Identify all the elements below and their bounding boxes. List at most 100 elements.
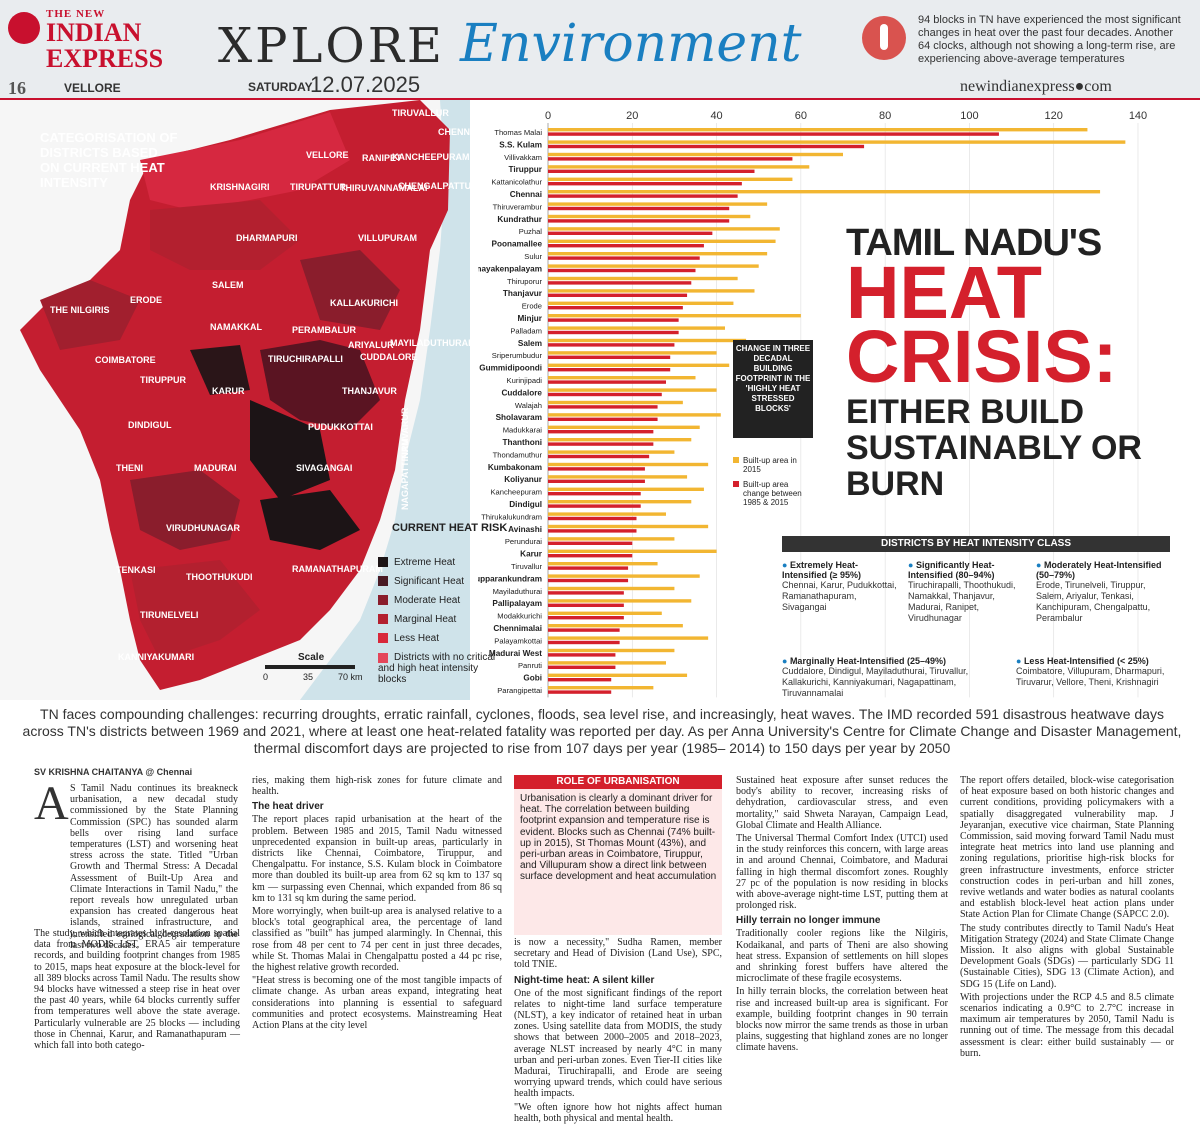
district-label-sivagangai: SIVAGANGAI: [296, 463, 353, 473]
district-label-tiruvallur: TIRUVALLUR: [392, 108, 449, 118]
col4-para-3: Traditionally cooler regions like the Ni…: [736, 928, 948, 985]
category-label-40: Chennimalai: [493, 624, 542, 633]
bar-change-28: [548, 479, 645, 483]
bar-change-33: [548, 541, 633, 545]
class-marginal-heading: ● Marginally Heat-Intensified (25–49%): [782, 656, 946, 666]
category-label-3: Tiruppur: [508, 165, 542, 174]
scale-title: Scale: [298, 652, 325, 663]
bar-change-7: [548, 219, 730, 223]
bar-2015-23: [548, 413, 721, 417]
logo-line-1: INDIAN: [46, 18, 142, 47]
bar-2015-32: [548, 524, 709, 529]
category-label-1: S.S. Kulam: [499, 140, 542, 149]
category-label-0: Thomas Malai: [494, 128, 542, 137]
district-label-tirupattur: TIRUPATTUR: [290, 182, 347, 192]
bar-2015-44: [548, 673, 688, 677]
legend-label-3: Marginal Heat: [394, 614, 457, 625]
bar-change-38: [548, 603, 624, 607]
bar-2015-24: [548, 425, 700, 429]
article-column-2: ries, making them high-risk zones for fu…: [252, 775, 502, 1033]
bar-change-15: [548, 318, 679, 322]
scale-bar: [265, 665, 355, 669]
intro-paragraph: TN faces compounding challenges: recurri…: [22, 706, 1182, 756]
category-label-42: Madurai West: [489, 649, 542, 658]
bar-change-14: [548, 306, 683, 310]
col5-para-3: With projections under the RCP 4.5 and 8…: [960, 991, 1174, 1059]
col3-heading: Night-time heat: A silent killer: [514, 974, 655, 986]
bar-2015-14: [548, 301, 734, 305]
category-label-44: Gobi: [523, 674, 542, 683]
bar-2015-29: [548, 487, 704, 491]
bar-change-9: [548, 244, 704, 248]
bar-change-40: [548, 628, 620, 632]
district-label-tiruchirapalli: TIRUCHIRAPALLI: [268, 354, 343, 364]
bar-change-31: [548, 516, 637, 521]
bar-2015-26: [548, 450, 675, 454]
category-label-38: Pallipalayam: [492, 599, 542, 608]
col2-lead: ries, making them high-risk zones for fu…: [252, 775, 502, 798]
bar-change-24: [548, 430, 654, 434]
bar-2015-7: [548, 214, 751, 219]
district-label-tiruppur: TIRUPPUR: [140, 375, 187, 385]
district-label-kanniyakumari: KANNIYAKUMARI: [118, 652, 195, 662]
website-link[interactable]: newindianexpress●com: [960, 78, 1112, 95]
legend-swatch-2: [378, 595, 388, 606]
category-label-36: Thirupparankundram: [478, 574, 542, 583]
category-label-28: Koliyanur: [504, 475, 543, 484]
col5-para-2: The study contributes directly to Tamil …: [960, 922, 1174, 990]
legend-item-2: Moderate Heat: [378, 595, 460, 606]
category-label-23: Sholavaram: [496, 413, 542, 422]
bar-change-2: [548, 157, 793, 161]
bar-change-39: [548, 616, 624, 620]
bar-change-41: [548, 640, 620, 645]
col1-para-2: The study, which integrates high-resolut…: [34, 928, 240, 1052]
category-label-39: Modakkurichi: [497, 612, 542, 621]
district-label-chengalpattu: CHENGALPATTU: [398, 181, 472, 191]
district-label-vellore: VELLORE: [306, 150, 349, 160]
class-moderate: ● Moderately Heat-Intensified (50–79%) E…: [1036, 560, 1176, 624]
thermometer-bar-icon: [880, 24, 888, 50]
byline: SV KRISHNA CHAITANYA @ Chennai: [34, 767, 193, 777]
legend-label-5: Districts with no critical and high heat…: [378, 652, 496, 685]
bar-change-10: [548, 256, 700, 260]
masthead-divider: [0, 98, 1200, 100]
district-label-namakkal: NAMAKKAL: [210, 322, 262, 332]
legend-item-4: Less Heat: [378, 633, 439, 644]
district-label-karur: KARUR: [212, 386, 245, 396]
headline-line-3: CRISIS:: [846, 315, 1118, 398]
x-tick-60: 60: [795, 110, 807, 122]
logo-line-2: EXPRESS: [46, 44, 164, 73]
bar-2015-40: [548, 624, 683, 628]
legend-item-1: Significant Heat: [378, 576, 464, 587]
scale-tick-70: 70 km: [338, 672, 363, 682]
x-tick-120: 120: [1045, 110, 1063, 122]
col5-para-1: The report offers detailed, block-wise c…: [960, 775, 1174, 921]
bar-2015-41: [548, 636, 709, 640]
district-label-mayiladuthurai: MAYILADUTHURAI: [390, 338, 471, 348]
headline-line-1: TAMIL NADU'S: [846, 222, 1102, 264]
district-label-dharmapuri: DHARMAPURI: [236, 233, 298, 243]
bar-change-44: [548, 678, 612, 682]
bar-2015-3: [548, 165, 810, 169]
district-label-krishnagiri: KRISHNAGIRI: [210, 182, 270, 192]
bar-2015-27: [548, 462, 709, 467]
category-label-20: Kurinjipadi: [507, 376, 543, 385]
category-label-32: Avinashi: [508, 525, 542, 534]
bar-change-11: [548, 268, 696, 273]
bar-change-16: [548, 330, 679, 335]
chart-title: CHANGE IN THREE DECADAL BUILDING FOOTPRI…: [733, 340, 813, 438]
district-label-ariyalur: ARIYALUR: [348, 340, 394, 350]
category-label-37: Mayiladuthurai: [493, 587, 543, 596]
x-tick-100: 100: [960, 110, 978, 122]
category-label-11: Periyanayakenpalayam: [478, 264, 542, 273]
district-label-villupuram: VILLUPURAM: [358, 233, 417, 243]
bar-2015-21: [548, 388, 717, 392]
district-label-thanjavur: THANJAVUR: [342, 386, 397, 396]
page-number: 16: [8, 78, 26, 98]
category-label-22: Walajah: [515, 401, 542, 410]
legend-swatch-1: [378, 576, 388, 587]
newspaper-logo: THE NEW INDIAN EXPRESS: [8, 6, 188, 76]
bar-2015-16: [548, 326, 725, 330]
col1-para-1: S Tamil Nadu continues its breakneck urb…: [70, 783, 238, 951]
logo-emblem-icon: [8, 12, 40, 44]
